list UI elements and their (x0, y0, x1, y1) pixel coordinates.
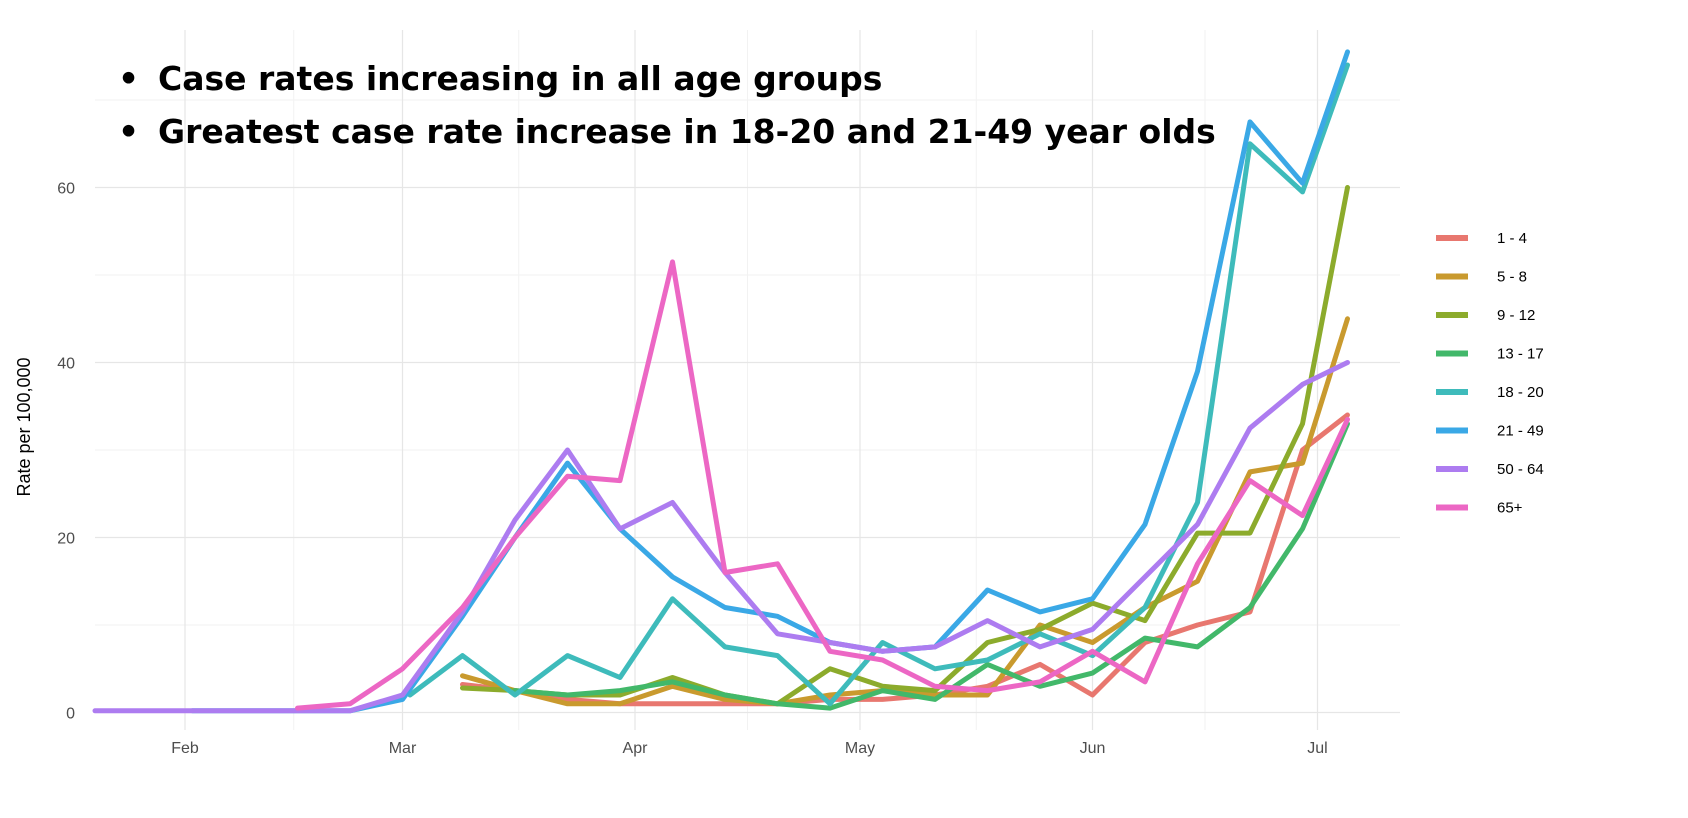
legend: 1 - 4 5 - 8 9 - 12 13 - 17 18 - 20 21 - 49 50 … (1436, 230, 1544, 517)
x-tick-label: May (845, 740, 875, 757)
legend-label: 1 - 4 (1497, 230, 1527, 247)
legend-label: 21 - 49 (1497, 423, 1544, 440)
series-line (92, 360, 1350, 714)
x-tick-label: Jul (1307, 740, 1327, 757)
annotation-item: • Case rates increasing in all age groups (118, 52, 1216, 105)
y-tick-label: 0 (66, 706, 75, 723)
annotation-text: Greatest case rate increase in 18-20 and… (158, 112, 1216, 151)
series-line (295, 259, 1350, 711)
bullet-icon: • (118, 59, 140, 98)
x-tick-label: Apr (623, 740, 649, 757)
series-line (512, 421, 1350, 711)
x-tick-label: Mar (389, 740, 417, 757)
y-axis: 0 20 40 60 (57, 181, 75, 723)
series (92, 49, 1350, 714)
x-tick-label: Feb (171, 740, 199, 757)
y-tick-label: 20 (57, 531, 75, 548)
series-line (407, 62, 1350, 707)
legend-label: 50 - 64 (1497, 461, 1544, 478)
legend-label: 18 - 20 (1497, 384, 1544, 401)
annotation-list: • Case rates increasing in all age groups… (118, 52, 1216, 158)
legend-label: 13 - 17 (1497, 346, 1544, 363)
legend-label: 9 - 12 (1497, 307, 1535, 324)
annotation-item: • Greatest case rate increase in 18-20 an… (118, 105, 1216, 158)
annotation-text: Case rates increasing in all age groups (158, 59, 883, 98)
bullet-icon: • (118, 112, 140, 151)
y-tick-label: 60 (57, 181, 75, 198)
x-axis: Feb Mar Apr May Jun Jul (171, 740, 1328, 757)
x-tick-label: Jun (1080, 740, 1106, 757)
y-tick-label: 40 (57, 356, 75, 373)
legend-label: 5 - 8 (1497, 269, 1527, 286)
grid (95, 30, 1400, 730)
series-line (460, 412, 1350, 707)
legend-label: 65+ (1497, 500, 1523, 517)
y-axis-title: Rate per 100,000 (14, 357, 34, 496)
series-line (460, 185, 1350, 707)
series-line (190, 49, 1350, 714)
